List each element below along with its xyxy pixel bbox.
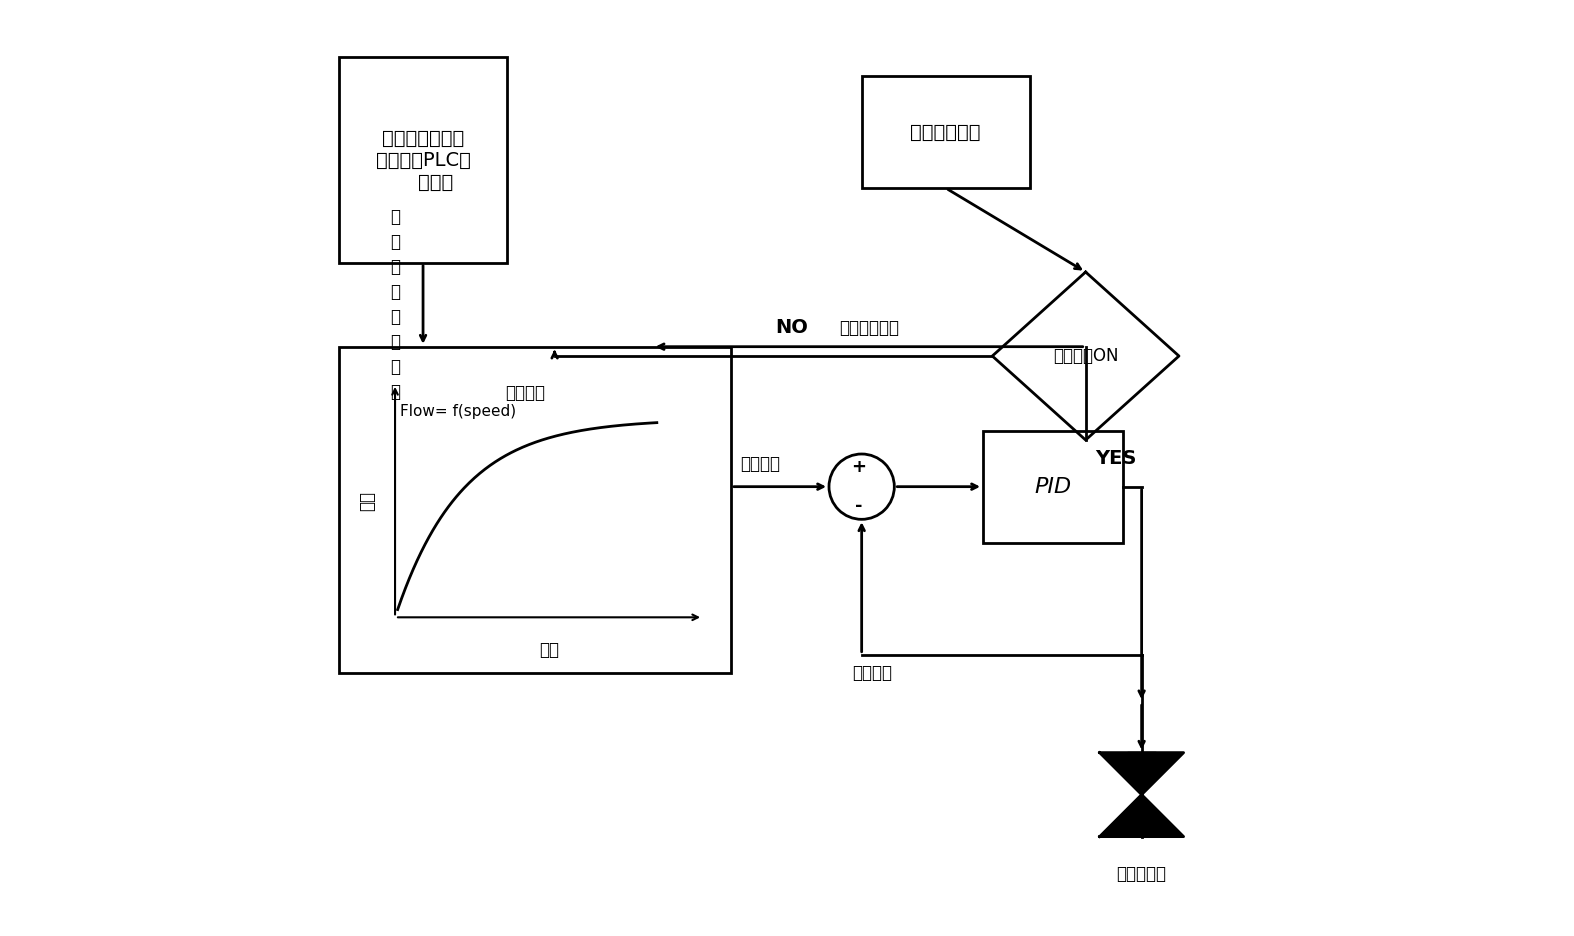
Text: 生命周期速度: 生命周期速度 [839,319,899,337]
Circle shape [829,454,894,519]
Text: 电气反馈拉速: 电气反馈拉速 [910,123,981,141]
Text: YES: YES [1096,449,1136,468]
Text: 速
度
流
量
关
联
曲
线: 速 度 流 量 关 联 曲 线 [390,208,400,402]
Bar [984,431,1122,543]
Text: 实际流量: 实际流量 [853,664,892,682]
Text: 过程控制系统储
存曲线或PLC储
    存曲线: 过程控制系统储 存曲线或PLC储 存曲线 [376,128,471,192]
Text: PID: PID [1034,476,1072,497]
Text: 水量调节阀: 水量调节阀 [1116,865,1166,883]
Polygon shape [1100,795,1184,837]
Text: Flow= f(speed): Flow= f(speed) [400,404,516,419]
Text: 生命周期ON: 生命周期ON [1053,347,1119,365]
Text: 电气拉速: 电气拉速 [505,384,545,402]
Polygon shape [992,272,1179,440]
Bar [861,76,1029,188]
Text: +: + [852,458,866,476]
Bar [338,346,730,673]
Bar [338,57,507,263]
Text: 流量: 流量 [357,490,376,511]
Polygon shape [1100,753,1184,795]
Text: -: - [855,497,863,515]
Text: 速度: 速度 [538,640,559,659]
Text: 目标流量: 目标流量 [740,455,781,473]
Text: NO: NO [776,318,809,337]
